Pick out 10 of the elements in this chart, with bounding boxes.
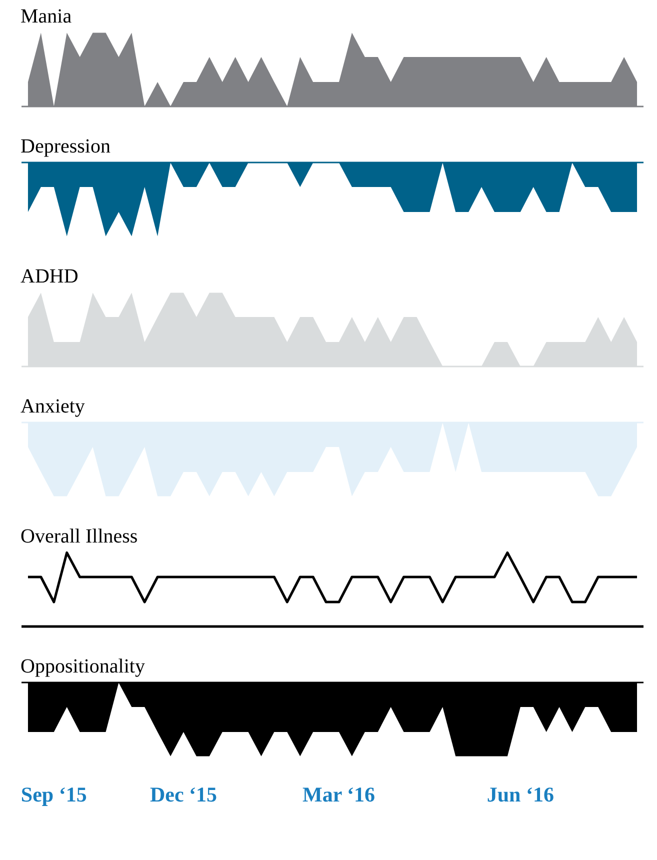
chart-title: Mania <box>20 6 72 28</box>
chart-title: ADHD <box>20 266 78 288</box>
chart-title: Oppositionality <box>20 656 145 678</box>
chart-title: Overall Illness <box>20 526 138 548</box>
chart-title: Anxiety <box>20 396 85 418</box>
x-tick-label: Mar ‘16 <box>302 782 376 806</box>
x-tick-label: Jun ‘16 <box>486 782 554 806</box>
x-tick-label: Dec ‘15 <box>150 782 218 806</box>
chart-title: Depression <box>20 136 110 158</box>
x-tick-label: Sep ‘15 <box>20 782 87 806</box>
